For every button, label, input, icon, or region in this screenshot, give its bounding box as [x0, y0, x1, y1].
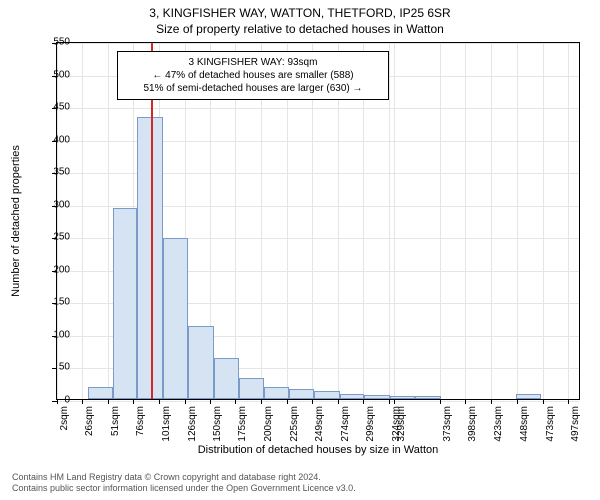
x-tick-label: 150sqm — [212, 406, 223, 442]
x-tick-mark — [287, 399, 288, 404]
chart-title-address: 3, KINGFISHER WAY, WATTON, THETFORD, IP2… — [0, 6, 600, 20]
annotation-line: 3 KINGFISHER WAY: 93sqm — [124, 56, 382, 69]
histogram-bar — [239, 378, 265, 399]
x-tick-label: 373sqm — [442, 406, 453, 442]
plot-outer: 3 KINGFISHER WAY: 93sqm← 47% of detached… — [56, 42, 580, 400]
gridline-v — [82, 43, 83, 399]
y-tick-label: 400 — [30, 134, 70, 145]
histogram-bar — [188, 326, 214, 399]
histogram-bar — [314, 391, 340, 399]
gridline-h — [57, 401, 579, 402]
gridline-h — [57, 173, 579, 174]
gridline-h — [57, 206, 579, 207]
x-tick-mark — [261, 399, 262, 404]
histogram-bar — [88, 387, 113, 399]
x-tick-label: 448sqm — [519, 406, 530, 442]
y-tick-label: 200 — [30, 264, 70, 275]
y-tick-label: 0 — [30, 395, 70, 406]
x-tick-mark — [465, 399, 466, 404]
gridline-v — [440, 43, 441, 399]
x-tick-mark — [338, 399, 339, 404]
x-tick-mark — [440, 399, 441, 404]
y-tick-label: 450 — [30, 102, 70, 113]
gridline-v — [394, 43, 395, 399]
x-tick-mark — [389, 399, 390, 404]
gridline-v — [543, 43, 544, 399]
x-tick-mark — [133, 399, 134, 404]
gridline-h — [57, 108, 579, 109]
x-tick-mark — [363, 399, 364, 404]
x-tick-mark — [517, 399, 518, 404]
histogram-bar — [113, 208, 138, 399]
y-tick-label: 150 — [30, 297, 70, 308]
plot-area: 3 KINGFISHER WAY: 93sqm← 47% of detached… — [56, 42, 580, 400]
histogram-bar — [264, 387, 289, 399]
chart-title-subtitle: Size of property relative to detached ho… — [0, 22, 600, 36]
y-tick-label: 550 — [30, 37, 70, 48]
x-tick-label: 175sqm — [237, 406, 248, 442]
x-tick-label: 51sqm — [110, 406, 121, 436]
x-tick-label: 76sqm — [135, 406, 146, 436]
histogram-bar — [289, 389, 314, 399]
x-tick-mark — [210, 399, 211, 404]
x-tick-label: 423sqm — [493, 406, 504, 442]
x-tick-label: 26sqm — [84, 406, 95, 436]
chart-container: { "chart": { "type": "histogram", "title… — [0, 0, 600, 500]
x-tick-label: 497sqm — [570, 406, 581, 442]
attribution: Contains HM Land Registry data © Crown c… — [12, 472, 356, 495]
x-tick-mark — [235, 399, 236, 404]
attribution-line2: Contains public sector information licen… — [12, 483, 356, 494]
x-tick-mark — [491, 399, 492, 404]
gridline-v — [465, 43, 466, 399]
x-tick-label: 2sqm — [59, 406, 70, 430]
annotation-box: 3 KINGFISHER WAY: 93sqm← 47% of detached… — [117, 51, 389, 100]
gridline-v — [57, 43, 58, 399]
histogram-bar — [163, 238, 188, 399]
gridline-v — [568, 43, 569, 399]
histogram-bar — [364, 395, 390, 399]
annotation-line: ← 47% of detached houses are smaller (58… — [124, 69, 382, 82]
x-tick-mark — [568, 399, 569, 404]
histogram-bar — [340, 394, 365, 399]
x-tick-label: 299sqm — [365, 406, 376, 442]
gridline-v — [389, 43, 390, 399]
x-tick-label: 473sqm — [545, 406, 556, 442]
annotation-line: 51% of semi-detached houses are larger (… — [124, 82, 382, 95]
x-tick-mark — [394, 399, 395, 404]
gridline-h — [57, 43, 579, 44]
gridline-v — [517, 43, 518, 399]
y-tick-label: 350 — [30, 167, 70, 178]
x-tick-mark — [159, 399, 160, 404]
y-tick-label: 50 — [30, 362, 70, 373]
x-tick-label: 398sqm — [467, 406, 478, 442]
x-tick-mark — [543, 399, 544, 404]
x-tick-label: 249sqm — [314, 406, 325, 442]
y-tick-label: 300 — [30, 199, 70, 210]
x-tick-mark — [312, 399, 313, 404]
x-tick-label: 274sqm — [340, 406, 351, 442]
x-tick-mark — [108, 399, 109, 404]
y-axis-title: Number of detached properties — [10, 145, 22, 297]
gridline-v — [108, 43, 109, 399]
x-tick-label: 126sqm — [187, 406, 198, 442]
attribution-line1: Contains HM Land Registry data © Crown c… — [12, 472, 356, 483]
histogram-bar — [516, 394, 541, 399]
x-tick-mark — [82, 399, 83, 404]
x-tick-label: 101sqm — [161, 406, 172, 442]
x-tick-label: 329sqm — [396, 406, 407, 442]
x-tick-label: 225sqm — [289, 406, 300, 442]
histogram-bar — [214, 358, 239, 399]
x-tick-mark — [185, 399, 186, 404]
histogram-bar — [415, 396, 441, 399]
x-tick-label: 200sqm — [263, 406, 274, 442]
y-tick-label: 250 — [30, 232, 70, 243]
y-tick-label: 500 — [30, 69, 70, 80]
x-axis-title: Distribution of detached houses by size … — [56, 444, 580, 456]
histogram-bar — [390, 396, 415, 399]
y-tick-label: 100 — [30, 329, 70, 340]
gridline-h — [57, 141, 579, 142]
gridline-v — [491, 43, 492, 399]
